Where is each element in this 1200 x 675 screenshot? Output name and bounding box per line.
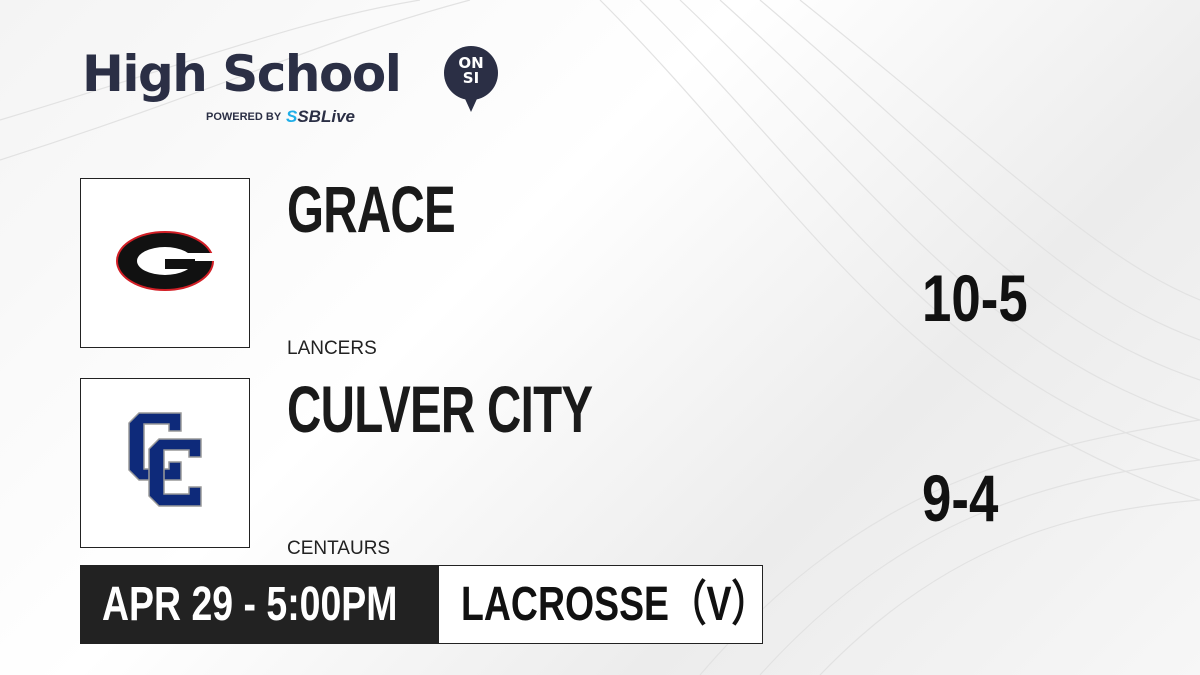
home-team-logo (80, 178, 250, 348)
home-team-name: GRACE (287, 172, 456, 246)
away-team-logo (80, 378, 250, 548)
culver-city-cc-icon (128, 412, 202, 507)
home-team-mascot: LANCERS (287, 338, 377, 359)
brand-title: High School (82, 45, 402, 103)
on-si-pin-icon: ON SI (444, 46, 498, 112)
away-team-mascot: CENTAURS (287, 538, 391, 559)
home-team-record: 10-5 (922, 261, 1028, 335)
game-datetime: APR 29 - 5:00PM (80, 565, 438, 644)
sblive-logo: SSBLive (286, 107, 355, 126)
away-team-record: 9-4 (922, 461, 999, 535)
away-team-name: CULVER CITY (287, 372, 593, 446)
powered-by-label: POWERED BY (206, 111, 282, 123)
game-sport: LACROSSE（V） (438, 565, 769, 644)
high-school-on-si-logo: High School (82, 44, 402, 104)
grace-g-icon (116, 231, 215, 291)
